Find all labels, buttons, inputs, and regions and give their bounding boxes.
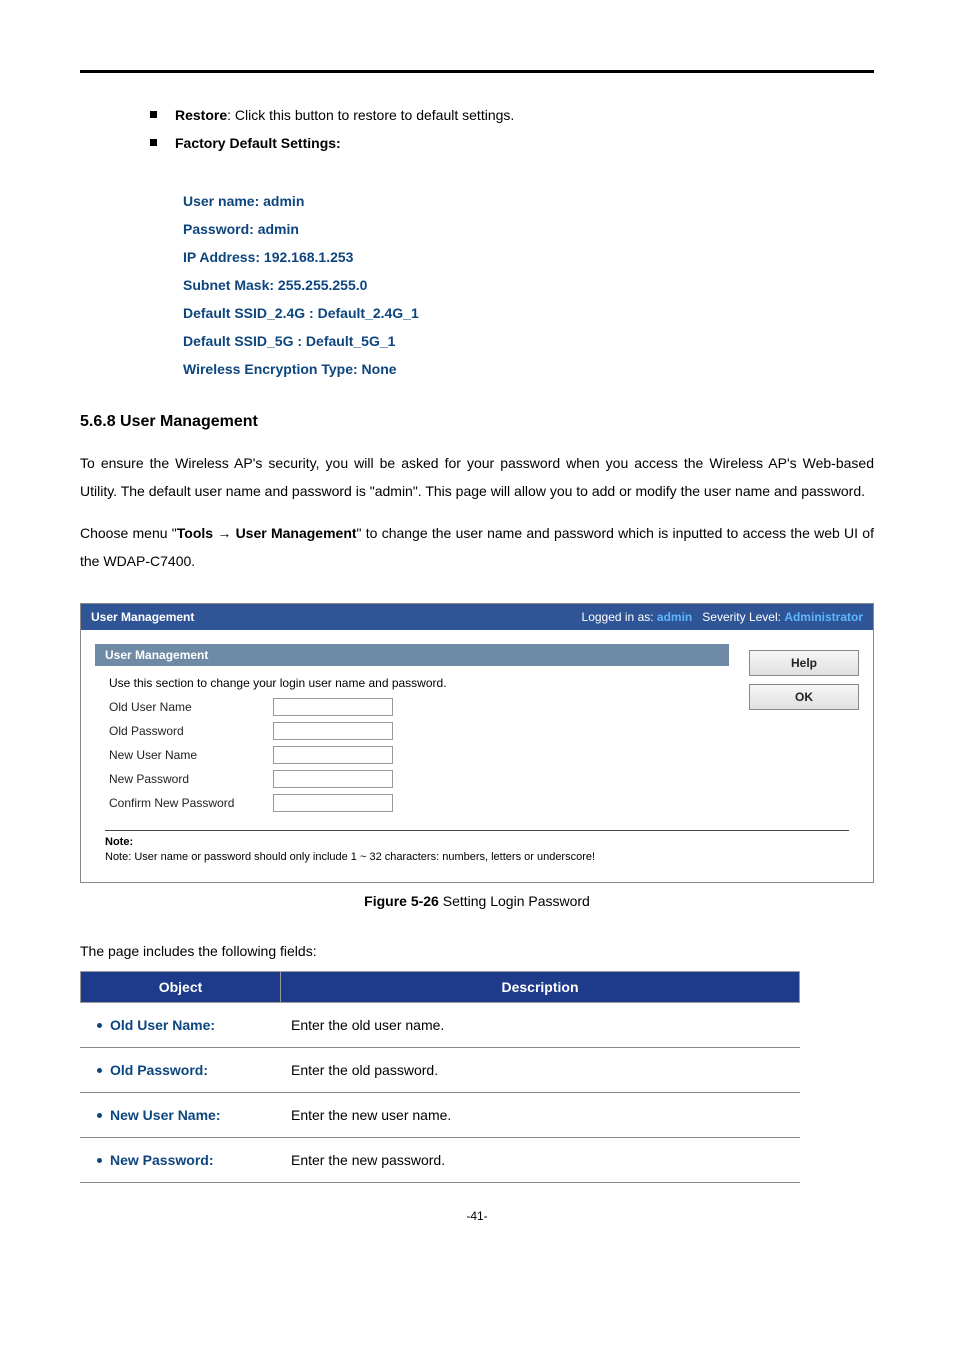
cell-object: New Password: [81,1137,281,1182]
paragraph-2: Choose menu "Tools → User Management" to… [80,519,874,575]
form-grid: Old User Name Old Password New User Name… [109,698,859,812]
default-subnet: Subnet Mask: 255.255.255.0 [183,271,874,299]
section-heading: 5.6.8 User Management [80,413,874,431]
logged-in-label: Logged in as: [582,610,654,624]
row-new-user: New User Name [109,746,859,764]
square-bullet-icon [150,139,157,146]
default-ssid5: Default SSID_5G : Default_5G_1 [183,327,874,355]
figure-caption: Figure 5-26 Setting Login Password [80,893,874,909]
th-object: Object [81,971,281,1002]
input-old-user[interactable] [273,698,393,716]
row-confirm: Confirm New Password [109,794,859,812]
default-encryption: Wireless Encryption Type: None [183,355,874,383]
obj-text: Old User Name: [110,1017,215,1033]
severity-label: Severity Level: [702,610,781,624]
screenshot-title: User Management [91,610,194,624]
row-old-user: Old User Name [109,698,859,716]
figure-caption-bold: Figure 5-26 [364,893,439,909]
severity-value[interactable]: Administrator [784,610,863,624]
label-new-pass: New Password [109,772,249,786]
figure-caption-rest: Setting Login Password [439,893,590,909]
cell-desc: Enter the old password. [281,1047,800,1092]
note-rule [105,830,849,831]
table-row: New User Name: Enter the new user name. [81,1092,800,1137]
side-buttons: Help OK [749,650,859,710]
factory-label: Factory Default Settings: [175,135,341,151]
label-old-pass: Old Password [109,724,249,738]
label-confirm: Confirm New Password [109,796,249,810]
default-password: Password: admin [183,215,874,243]
restore-row: Restore: Click this button to restore to… [150,101,874,129]
table-row: New Password: Enter the new password. [81,1137,800,1182]
note-text: Note: User name or password should only … [105,851,595,863]
label-new-user: New User Name [109,748,249,762]
note-block: Note: Note: User name or password should… [105,835,849,866]
bullet-dot-icon [97,1158,102,1163]
logged-in-user[interactable]: admin [657,610,692,624]
logged-in-info: Logged in as: admin [582,610,693,624]
label-old-user: Old User Name [109,700,249,714]
top-rule [80,70,874,73]
bullet-dot-icon [97,1023,102,1028]
default-ip: IP Address: 192.168.1.253 [183,243,874,271]
screenshot-body: User Management Help OK Use this section… [81,630,873,882]
input-new-pass[interactable] [273,770,393,788]
help-button[interactable]: Help [749,650,859,676]
th-description: Description [281,971,800,1002]
restore-label: Restore [175,107,227,123]
table-row: Old Password: Enter the old password. [81,1047,800,1092]
paragraph-1: To ensure the Wireless AP's security, yo… [80,449,874,505]
note-label: Note: [105,836,133,848]
obj-text: Old Password: [110,1062,208,1078]
obj-text: New Password: [110,1152,213,1168]
default-ssid24: Default SSID_2.4G : Default_2.4G_1 [183,299,874,327]
description-table: Object Description Old User Name: Enter … [80,971,800,1183]
panel-title: User Management [95,644,729,666]
para2-bold: Tools → User Management [177,525,357,541]
square-bullet-icon [150,111,157,118]
obj-text: New User Name: [110,1107,221,1123]
screenshot-header: User Management Logged in as: admin Seve… [81,604,873,630]
factory-defaults: User name: admin Password: admin IP Addr… [183,187,874,383]
cell-desc: Enter the new password. [281,1137,800,1182]
cell-desc: Enter the new user name. [281,1092,800,1137]
fields-intro: The page includes the following fields: [80,943,874,959]
bullet-dot-icon [97,1113,102,1118]
para2-pre: Choose menu " [80,525,177,541]
bullet-dot-icon [97,1068,102,1073]
table-row: Old User Name: Enter the old user name. [81,1002,800,1047]
input-old-pass[interactable] [273,722,393,740]
cell-desc: Enter the old user name. [281,1002,800,1047]
user-management-screenshot: User Management Logged in as: admin Seve… [80,603,874,883]
cell-object: Old User Name: [81,1002,281,1047]
input-new-user[interactable] [273,746,393,764]
restore-text: Restore: Click this button to restore to… [175,101,874,129]
default-username: User name: admin [183,187,874,215]
severity-info: Severity Level: Administrator [702,610,863,624]
restore-desc: : Click this button to restore to defaul… [227,107,514,123]
input-confirm[interactable] [273,794,393,812]
row-old-pass: Old Password [109,722,859,740]
panel-description: Use this section to change your login us… [109,676,859,690]
page-number: -41- [80,1209,874,1223]
factory-row: Factory Default Settings: [150,129,874,157]
cell-object: New User Name: [81,1092,281,1137]
ok-button[interactable]: OK [749,684,859,710]
cell-object: Old Password: [81,1047,281,1092]
row-new-pass: New Password [109,770,859,788]
factory-label-wrap: Factory Default Settings: [175,129,874,157]
bullet-list: Restore: Click this button to restore to… [150,101,874,157]
page-container: Restore: Click this button to restore to… [0,0,954,1263]
